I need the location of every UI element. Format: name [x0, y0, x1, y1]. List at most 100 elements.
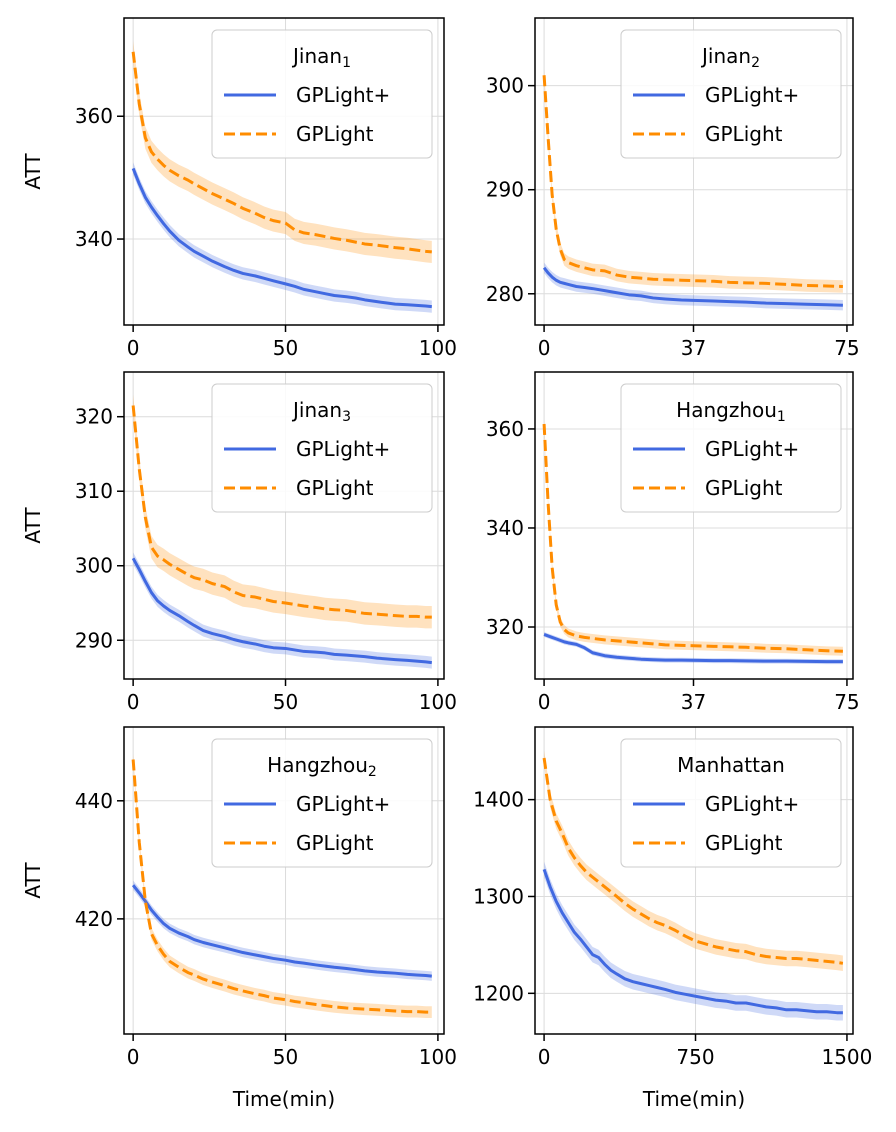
ticks: 0 750 1500 1200 1300 1400: [473, 788, 872, 1069]
panel-hangzhou-2: 0 50 100 420 440 ATT Time(min) Hangzhou2 GPL…: [21, 726, 457, 1111]
x-tick-label: 50: [273, 336, 298, 360]
legend-label-gplight: GPLight: [705, 476, 783, 500]
x-tick-label: 0: [538, 690, 551, 714]
panel-jinan-1: 0 50 100 340 360 ATT Jinan1 GPLight+ GPLight: [21, 17, 457, 360]
series-line-gplight: [542, 757, 844, 965]
confidence-band-gplight: [133, 394, 432, 629]
y-tick-label: 280: [486, 282, 524, 306]
x-tick-label: 75: [834, 336, 859, 360]
legend-label-gplight: GPLight: [705, 831, 783, 855]
series-line-gplight: [542, 75, 843, 288]
x-tick-label: 0: [127, 336, 140, 360]
confidence-band-gplight: [133, 40, 432, 263]
legend-box: [211, 738, 433, 868]
legend-box: [620, 738, 842, 868]
series-line-gplight-plus: [542, 868, 843, 1015]
series-line-gplight: [542, 423, 843, 653]
plot-area: [542, 419, 843, 665]
legend: Hangzhou2 GPLight+ GPLight: [211, 738, 433, 868]
ticks: 0 50 100 290 300 310 320: [75, 405, 457, 714]
legend-box: [620, 383, 842, 513]
y-axis-label: ATT: [21, 862, 45, 899]
legend-label-gplight-plus: GPLight+: [705, 83, 799, 107]
confidence-band-gplight: [544, 68, 843, 293]
legend: Hangzhou1 GPLight+ GPLight: [620, 383, 842, 513]
x-tick-label: 0: [538, 1045, 551, 1069]
y-tick-label: 290: [486, 178, 524, 202]
x-axis-label: Time(min): [232, 1087, 335, 1111]
y-tick-label: 360: [75, 104, 113, 128]
confidence-band-gplight-plus: [544, 861, 843, 1021]
panel-jinan-2: 0 37 75 280 290 300 Jinan2 GPLight+ GPLight: [486, 17, 860, 360]
legend-label-gplight-plus: GPLight+: [296, 83, 390, 107]
x-tick-label: 750: [676, 1045, 714, 1069]
y-tick-label: 310: [75, 479, 113, 503]
x-tick-label: 100: [419, 1045, 457, 1069]
y-tick-label: 340: [75, 227, 113, 251]
legend-title: Jinan1: [291, 44, 351, 71]
x-tick-label: 50: [273, 1045, 298, 1069]
plot-area: [542, 68, 843, 311]
y-tick-label: 440: [75, 789, 113, 813]
legend-title: Hangzhou1: [676, 398, 786, 425]
legend: Jinan2 GPLight+ GPLight: [620, 29, 842, 159]
panel-hangzhou-1: 0 37 75 320 340 360 Hangzhou1 GPLight+ GPLigh…: [486, 371, 860, 714]
x-tick-label: 50: [273, 690, 298, 714]
x-tick-label: 100: [419, 690, 457, 714]
series-line-gplight: [131, 405, 432, 619]
y-tick-label: 360: [486, 417, 524, 441]
y-tick-label: 340: [486, 516, 524, 540]
axes-frame: [123, 726, 445, 1035]
ticks: 0 37 75 320 340 360: [486, 417, 860, 714]
y-tick-label: 1200: [473, 981, 524, 1005]
y-tick-label: 1300: [473, 884, 524, 908]
y-tick-label: 320: [486, 615, 524, 639]
ticks: 0 50 100 340 360: [75, 104, 457, 360]
y-tick-label: 320: [75, 405, 113, 429]
panel-jinan-3: 0 50 100 290 300 310 320 ATT Jinan3 GPLight+ G…: [21, 371, 457, 714]
confidence-band-gplight-plus: [544, 262, 843, 311]
legend-label-gplight: GPLight: [705, 122, 783, 146]
legend-label-gplight: GPLight: [296, 831, 374, 855]
axes-frame: [534, 726, 854, 1035]
y-tick-label: 420: [75, 907, 113, 931]
legend: Manhattan GPLight+ GPLight: [620, 738, 842, 868]
x-tick-label: 1500: [821, 1045, 872, 1069]
legend-title: Jinan2: [700, 44, 760, 71]
series-line-gplight-plus: [542, 266, 843, 307]
legend-title: Jinan3: [291, 398, 351, 425]
x-tick-label: 100: [419, 336, 457, 360]
y-axis-label: ATT: [21, 153, 45, 190]
plot-area: [131, 394, 432, 669]
panel-manhattan: 0 750 1500 1200 1300 1400 Time(min) Manhattan…: [473, 726, 872, 1111]
legend-label-gplight-plus: GPLight+: [705, 792, 799, 816]
y-tick-label: 1400: [473, 788, 524, 812]
series-line-gplight: [131, 51, 432, 254]
legend-label-gplight-plus: GPLight+: [296, 792, 390, 816]
axes-frame: [123, 371, 445, 680]
confidence-band-gplight-plus: [133, 552, 432, 669]
ticks: 0 37 75 280 290 300: [486, 74, 860, 360]
y-tick-label: 290: [75, 628, 113, 652]
legend-title: Hangzhou2: [267, 753, 377, 780]
legend-title: Manhattan: [677, 753, 785, 777]
axes-frame: [123, 17, 445, 326]
legend-label-gplight-plus: GPLight+: [705, 437, 799, 461]
legend-box: [211, 29, 433, 159]
x-axis-label: Time(min): [642, 1087, 745, 1111]
x-tick-label: 0: [538, 336, 551, 360]
y-tick-label: 300: [75, 554, 113, 578]
confidence-band-gplight: [544, 419, 843, 656]
x-tick-label: 0: [127, 690, 140, 714]
x-tick-label: 37: [681, 690, 706, 714]
legend-label-gplight: GPLight: [296, 476, 374, 500]
ticks: 0 50 100 420 440: [75, 789, 457, 1069]
legend-label-gplight: GPLight: [296, 122, 374, 146]
y-axis-label: ATT: [21, 507, 45, 544]
legend: Jinan1 GPLight+ GPLight: [211, 29, 433, 159]
y-tick-label: 300: [486, 74, 524, 98]
legend: Jinan3 GPLight+ GPLight: [211, 383, 433, 513]
legend-box: [620, 29, 842, 159]
series-line-gplight-plus: [131, 557, 432, 665]
